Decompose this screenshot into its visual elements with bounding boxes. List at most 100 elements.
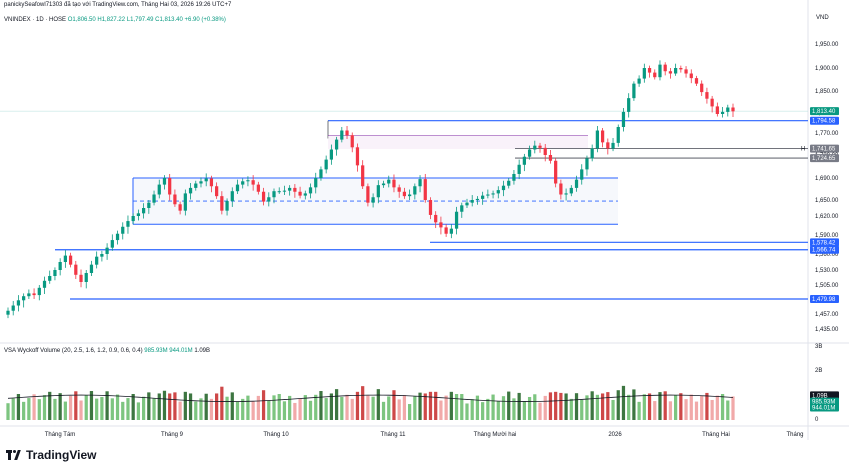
candle-body: [694, 78, 699, 84]
candle-body: [361, 165, 365, 187]
chart-header: panickySeafowl71303 đã tạo với TradingVi…: [4, 2, 232, 8]
volume-bar: [68, 395, 73, 420]
volume-bar: [486, 398, 490, 420]
price-tag-label: 1,813.40: [812, 109, 836, 115]
volume-bar: [512, 398, 516, 420]
volume-bar: [105, 391, 109, 420]
candle-body: [705, 92, 709, 99]
volume-bar: [616, 390, 620, 420]
volume-bar: [74, 391, 78, 420]
volume-bar: [381, 401, 386, 420]
y-tick-label: 1,590.00: [815, 233, 839, 239]
volume-bar: [261, 390, 266, 420]
candle-body: [715, 106, 719, 114]
volume-bar: [131, 394, 135, 420]
volume-bar: [277, 394, 281, 420]
candle-body: [334, 139, 339, 150]
candle-body: [48, 276, 52, 281]
volume-bar: [204, 393, 208, 420]
volume-bar: [16, 394, 21, 420]
close-value: C1,813.40: [155, 17, 183, 23]
price-tag-label: 1,741.65: [812, 147, 836, 153]
candle-body: [632, 83, 636, 99]
candle-body: [246, 180, 250, 182]
y-tick-label: 1,950.00: [815, 42, 839, 48]
volume-tick-label: 2B: [815, 368, 822, 374]
volume-bar: [188, 393, 193, 420]
candle-body: [444, 227, 448, 234]
candle-body: [230, 191, 234, 202]
candle-body: [37, 287, 41, 296]
price-tag: [810, 295, 839, 304]
candle-body: [527, 149, 532, 157]
candle-body: [538, 145, 542, 148]
volume-bar: [95, 398, 99, 420]
volume-bar: [449, 391, 453, 420]
candle-body: [720, 111, 725, 114]
candle-body: [16, 300, 21, 306]
volume-bar: [235, 401, 240, 420]
y-tick-label: 1,850.00: [815, 89, 839, 95]
volume-bar: [559, 392, 563, 420]
candle-body: [689, 73, 693, 79]
candle-body: [376, 185, 380, 198]
volume-bar: [371, 396, 375, 420]
volume-bar: [308, 400, 313, 420]
candle-body: [439, 222, 443, 228]
volume-tag-label: 985.93M: [812, 400, 835, 406]
volume-bar: [361, 386, 365, 420]
volume-bar: [199, 398, 203, 420]
candle-body: [298, 191, 302, 196]
candle-body: [95, 256, 99, 265]
candle-body: [53, 270, 57, 276]
candle-body: [533, 145, 537, 150]
candle-body: [288, 187, 292, 191]
x-tick-label: Tháng 11: [381, 432, 407, 438]
volume-bar: [387, 396, 391, 420]
x-tick-label: Tháng Hai: [702, 432, 730, 438]
volume-bar: [653, 401, 657, 420]
volume-bar: [402, 395, 407, 420]
candle-body: [663, 64, 667, 72]
volume-value-1: 985.93M: [144, 348, 168, 354]
candle-body: [194, 183, 198, 188]
candle-body: [616, 127, 620, 143]
candle-body: [554, 160, 558, 184]
volume-bar: [475, 395, 480, 420]
volume-bar: [527, 396, 532, 420]
volume-bar: [345, 394, 349, 420]
volume-bar: [100, 396, 104, 420]
volume-indicator-params: (20, 2.5, 1.6, 1.2, 0.9, 0.6, 0.4): [61, 348, 143, 354]
price-tag: [810, 144, 839, 153]
volume-bar: [162, 390, 167, 420]
volume-bar: [595, 394, 600, 420]
candle-body: [647, 68, 652, 73]
volume-bar: [679, 393, 683, 420]
volume-bar: [11, 398, 15, 420]
price-tag-label: 1,566.74: [812, 248, 836, 254]
candle-body: [470, 200, 474, 203]
candle-body: [277, 191, 281, 193]
volume-bar: [533, 394, 537, 420]
candle-body: [157, 184, 161, 195]
candle-body: [293, 187, 297, 192]
candle-body: [340, 130, 344, 140]
candle-body: [522, 156, 526, 165]
volume-bar: [168, 393, 172, 420]
candle-body: [220, 196, 224, 211]
candle-body: [110, 240, 114, 248]
volume-bar: [423, 393, 427, 420]
candle-body: [147, 202, 151, 208]
volume-bar: [668, 401, 673, 420]
tradingview-logo[interactable]: TradingView: [6, 448, 96, 462]
candle-body: [350, 135, 354, 148]
candle-body: [115, 233, 120, 241]
candle-body: [79, 274, 83, 282]
candle-body: [611, 142, 615, 149]
volume-bar: [522, 401, 526, 420]
x-tick-label: Tháng Mười hai: [474, 432, 517, 438]
volume-bar: [454, 394, 459, 420]
volume-bar: [611, 399, 615, 420]
volume-bar: [538, 402, 542, 420]
